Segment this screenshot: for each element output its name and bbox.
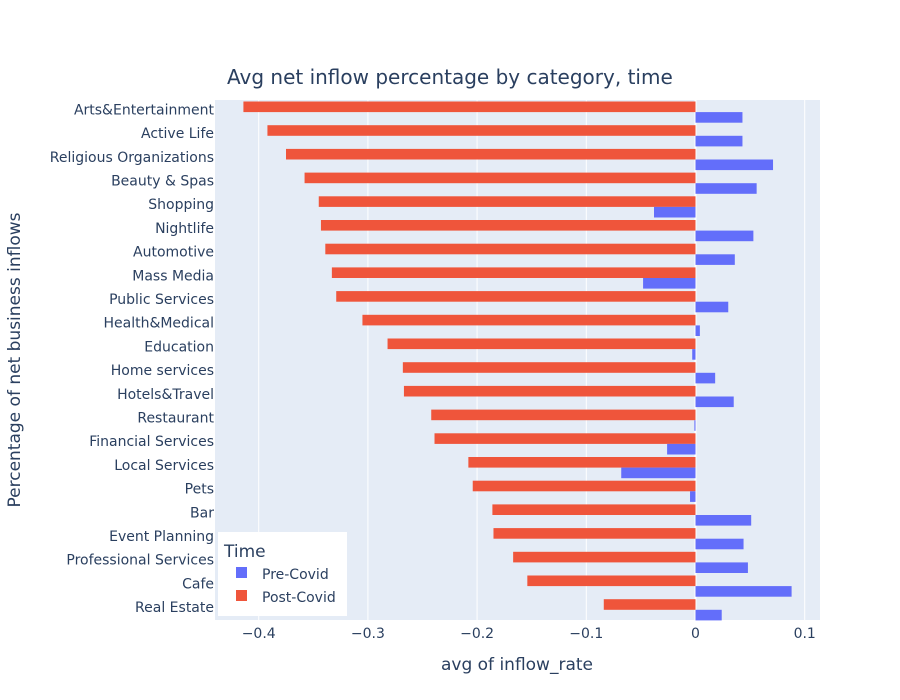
bar-post-covid[interactable] — [318, 196, 696, 207]
y-tick-label: Beauty & Spas — [111, 173, 214, 189]
bar-pre-covid[interactable] — [695, 254, 735, 265]
bar-pre-covid[interactable] — [692, 349, 696, 360]
bar-post-covid[interactable] — [434, 433, 696, 444]
bar-pre-covid[interactable] — [695, 159, 774, 171]
x-tick-label: −0.1 — [569, 626, 603, 642]
y-tick-label: Public Services — [109, 292, 214, 308]
x-tick-label: −0.2 — [460, 626, 494, 642]
bar-post-covid[interactable] — [402, 362, 696, 373]
bar-pre-covid[interactable] — [694, 420, 696, 431]
bar-pre-covid[interactable] — [695, 183, 757, 194]
y-tick-label: Arts&Entertainment — [74, 102, 215, 118]
bar-post-covid[interactable] — [493, 528, 696, 539]
bar-post-covid[interactable] — [331, 267, 696, 278]
y-tick-label: Real Estate — [135, 600, 214, 616]
y-tick-label: Automotive — [133, 245, 214, 261]
bar-post-covid[interactable] — [387, 338, 696, 350]
bar-post-covid[interactable] — [472, 480, 696, 492]
bar-pre-covid[interactable] — [695, 301, 729, 313]
y-tick-label: Event Planning — [109, 529, 214, 545]
bar-pre-covid[interactable] — [695, 112, 743, 123]
bar-post-covid[interactable] — [325, 243, 696, 255]
y-tick-label: Local Services — [114, 458, 214, 474]
bars — [243, 101, 792, 621]
legend-label-post-covid[interactable]: Post-Covid — [262, 590, 336, 606]
y-tick-label: Education — [144, 339, 214, 355]
y-tick-label: Hotels&Travel — [117, 387, 214, 403]
bar-post-covid[interactable] — [286, 148, 696, 160]
legend: Time Pre-Covid Post-Covid — [218, 532, 347, 616]
y-tick-label: Bar — [190, 505, 214, 521]
bar-post-covid[interactable] — [468, 457, 696, 468]
legend-swatch-pre-covid[interactable] — [236, 567, 247, 578]
chart-title: Avg net inflow percentage by category, t… — [227, 65, 673, 89]
bar-pre-covid[interactable] — [695, 135, 743, 147]
bar-pre-covid[interactable] — [643, 278, 696, 289]
legend-title: Time — [223, 542, 266, 562]
bar-pre-covid[interactable] — [695, 538, 744, 550]
bar-post-covid[interactable] — [362, 314, 696, 326]
bar-pre-covid[interactable] — [695, 586, 792, 597]
y-tick-label: Restaurant — [137, 410, 214, 426]
bar-post-covid[interactable] — [243, 101, 696, 113]
x-tick-label: −0.3 — [351, 626, 385, 642]
y-tick-label: Home services — [111, 363, 214, 379]
y-tick-label: Mass Media — [132, 268, 214, 284]
bar-pre-covid[interactable] — [695, 609, 722, 621]
y-tick-label: Health&Medical — [103, 316, 214, 332]
bar-pre-covid[interactable] — [695, 325, 700, 336]
y-tick-label: Professional Services — [66, 553, 214, 569]
bar-post-covid[interactable] — [513, 551, 696, 563]
bar-pre-covid[interactable] — [695, 396, 734, 408]
bar-post-covid[interactable] — [403, 385, 696, 397]
bar-pre-covid[interactable] — [695, 562, 748, 573]
bar-pre-covid[interactable] — [695, 372, 716, 384]
x-axis-title: avg of inflow_rate — [441, 655, 593, 675]
bar-post-covid[interactable] — [336, 291, 696, 302]
bar-post-covid[interactable] — [320, 220, 696, 231]
y-tick-label: Active Life — [141, 126, 214, 142]
legend-label-pre-covid[interactable]: Pre-Covid — [262, 567, 329, 583]
bar-post-covid[interactable] — [267, 125, 696, 136]
legend-swatch-post-covid[interactable] — [236, 590, 247, 601]
bar-pre-covid[interactable] — [695, 515, 752, 526]
bar-pre-covid[interactable] — [621, 467, 696, 479]
y-tick-labels: Arts&Entertainment Active Life Religious O… — [50, 102, 215, 616]
y-tick-label: Cafe — [182, 576, 214, 592]
y-tick-label: Financial Services — [89, 434, 214, 450]
bar-pre-covid[interactable] — [690, 491, 696, 502]
bar-post-covid[interactable] — [431, 409, 696, 421]
bar-post-covid[interactable] — [603, 599, 696, 610]
x-tick-labels: −0.4 −0.3 −0.2 −0.1 0 0.1 — [242, 626, 816, 642]
bar-post-covid[interactable] — [304, 172, 696, 184]
bar-pre-covid[interactable] — [654, 206, 696, 218]
bar-post-covid[interactable] — [492, 504, 696, 515]
y-tick-label: Nightlife — [155, 221, 214, 237]
bar-pre-covid[interactable] — [695, 230, 754, 242]
y-tick-label: Shopping — [148, 197, 214, 213]
x-tick-label: −0.4 — [242, 626, 276, 642]
y-axis-title: Percentage of net business inflows — [5, 212, 25, 507]
x-tick-label: 0 — [691, 626, 700, 642]
x-tick-label: 0.1 — [794, 626, 816, 642]
bar-post-covid[interactable] — [527, 575, 696, 587]
bar-pre-covid[interactable] — [667, 443, 696, 455]
y-tick-label: Religious Organizations — [50, 150, 214, 166]
y-tick-label: Pets — [185, 482, 214, 498]
